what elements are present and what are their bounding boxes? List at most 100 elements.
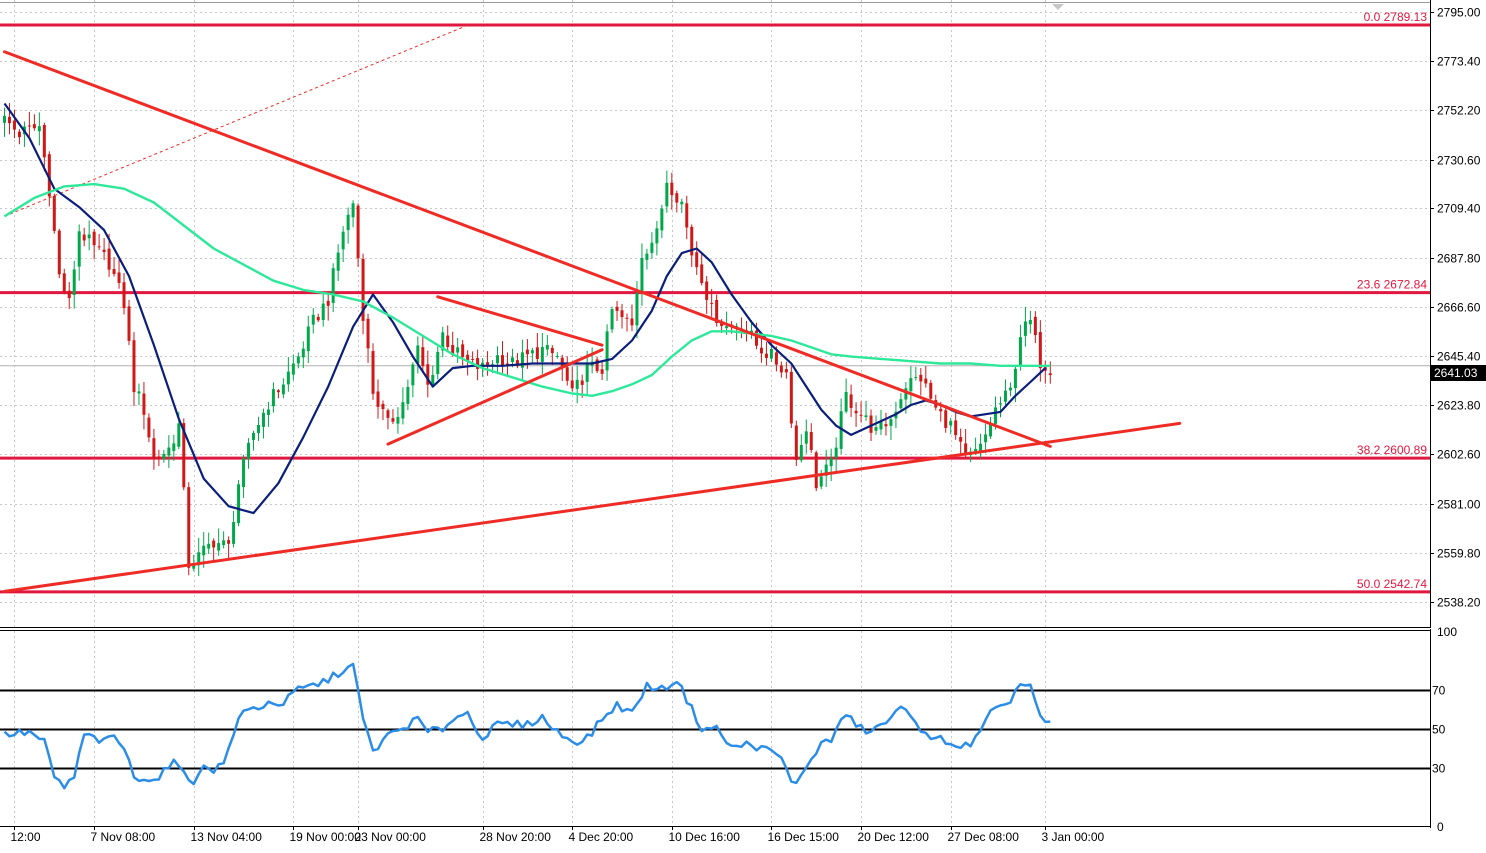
candle-body <box>1018 337 1022 367</box>
candle-body <box>261 412 265 427</box>
candle-body <box>386 410 390 418</box>
candle-body <box>575 379 579 389</box>
candle-body <box>1013 368 1017 389</box>
price-axis-ticks: 2795.00 2773.40 2752.20 2730.60 2709.40 2687.… <box>1430 6 1481 610</box>
candle-body <box>944 410 948 428</box>
candle <box>212 538 216 562</box>
candle <box>247 438 251 469</box>
candle-body <box>281 384 285 395</box>
candle-body <box>720 322 724 326</box>
candle <box>705 276 709 314</box>
price-tick-label: 2623.80 <box>1437 399 1481 413</box>
candle-body <box>182 423 186 488</box>
candle-body <box>401 402 405 419</box>
candle <box>232 510 236 548</box>
candle-body <box>899 399 903 409</box>
candle <box>12 109 16 139</box>
candle <box>520 339 524 381</box>
candle <box>789 366 793 428</box>
candle-body <box>132 340 136 393</box>
candle <box>311 307 315 334</box>
candle-body <box>157 456 161 459</box>
candle-body <box>809 432 813 450</box>
candle-body <box>1008 387 1012 391</box>
candle-body <box>411 364 415 386</box>
candle <box>610 306 614 333</box>
candle-body <box>530 350 534 354</box>
time-tick-label: 3 Jan 00:00 <box>1042 830 1105 844</box>
candle <box>471 351 475 364</box>
candle <box>545 334 549 356</box>
candle <box>446 325 450 352</box>
candle <box>645 248 649 270</box>
candle-body <box>949 421 953 426</box>
candle-body <box>32 124 36 129</box>
candle <box>914 366 918 381</box>
candle <box>605 324 609 381</box>
candle-body <box>461 344 465 358</box>
candle <box>501 341 504 373</box>
time-tick-label: 23 Nov 00:00 <box>355 830 427 844</box>
candle <box>864 400 868 421</box>
candle-body <box>212 540 216 548</box>
candle <box>989 417 993 439</box>
candle <box>954 410 958 440</box>
candle-body <box>421 347 425 367</box>
time-tick-label: 28 Nov 20:00 <box>480 830 552 844</box>
candle <box>316 313 320 323</box>
time-tick-label: 4 Dec 20:00 <box>569 830 634 844</box>
candle <box>261 408 265 439</box>
price-tick-label: 2538.20 <box>1437 596 1481 610</box>
price-tick-label: 2559.80 <box>1437 547 1481 561</box>
candle-body <box>227 540 231 544</box>
candle-body <box>197 552 201 566</box>
price-tick-label: 2773.40 <box>1437 55 1481 69</box>
price-tick-label: 2752.20 <box>1437 104 1481 118</box>
candle-body <box>919 374 923 382</box>
candle-body <box>351 203 355 218</box>
candle <box>72 260 76 309</box>
candle <box>879 409 883 435</box>
candle <box>570 366 574 392</box>
candle-body <box>326 300 330 306</box>
candle <box>391 409 395 425</box>
candle-body <box>924 378 928 384</box>
candle-body <box>391 418 395 422</box>
candle <box>1033 311 1037 344</box>
candle <box>197 537 201 577</box>
candle <box>286 356 290 392</box>
candle-body <box>844 391 848 412</box>
candle-body <box>381 403 385 410</box>
candle-body <box>685 203 689 228</box>
candle <box>306 315 310 363</box>
candles-layer <box>3 103 1052 577</box>
candle-body <box>839 411 843 449</box>
candle-body <box>550 347 554 354</box>
candle-body <box>929 382 933 399</box>
candle-body <box>690 226 694 256</box>
candle-body <box>446 335 450 347</box>
candle-body <box>291 363 295 375</box>
candle <box>665 170 669 213</box>
candle-body <box>222 540 226 546</box>
candle-body <box>117 272 121 283</box>
candle-body <box>914 377 918 379</box>
candle-body <box>994 407 998 424</box>
candle-body <box>754 330 758 346</box>
candle <box>296 352 300 369</box>
candle-body <box>974 448 978 452</box>
rsi-tick-label: 100 <box>1437 625 1457 639</box>
candle <box>959 428 963 454</box>
candle-body <box>964 443 968 455</box>
candle-body <box>545 344 549 350</box>
candle <box>207 532 211 554</box>
candle <box>575 365 579 404</box>
candle-body <box>266 409 270 415</box>
grid-layer <box>0 0 1430 826</box>
candle <box>356 203 360 267</box>
candle-body <box>346 214 350 231</box>
price-tick-label: 2645.40 <box>1437 350 1481 364</box>
trend-layer <box>3 50 1182 593</box>
candle <box>585 350 589 396</box>
candle <box>759 336 763 363</box>
